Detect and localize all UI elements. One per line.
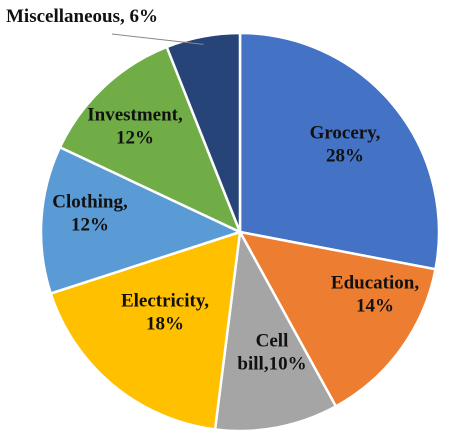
pie-slices bbox=[39, 31, 441, 433]
slice-education bbox=[237, 230, 437, 409]
data-label-cell-bill: Cell bill,10% bbox=[237, 331, 306, 375]
slice-clothing bbox=[39, 145, 244, 296]
slice-electricity bbox=[49, 230, 242, 431]
data-label-investment: Investment, 12% bbox=[87, 105, 183, 149]
data-label-clothing: Clothing, 12% bbox=[52, 192, 128, 236]
data-label-education: Education, 14% bbox=[331, 273, 419, 317]
data-label-electricity: Electricity, 18% bbox=[121, 291, 209, 335]
data-label-miscellaneous: Miscellaneous, 6% bbox=[6, 6, 158, 27]
slice-grocery bbox=[238, 31, 441, 271]
miscellaneous-leader-line bbox=[111, 33, 204, 45]
pie-data-labels: Grocery, 28% Education, 14% Cell bill,10% Elec… bbox=[6, 6, 419, 374]
data-label-grocery: Grocery, 28% bbox=[310, 123, 381, 167]
slice-investment bbox=[58, 45, 243, 235]
slice-cell-bill bbox=[213, 228, 338, 433]
slice-miscellaneous bbox=[165, 31, 242, 233]
